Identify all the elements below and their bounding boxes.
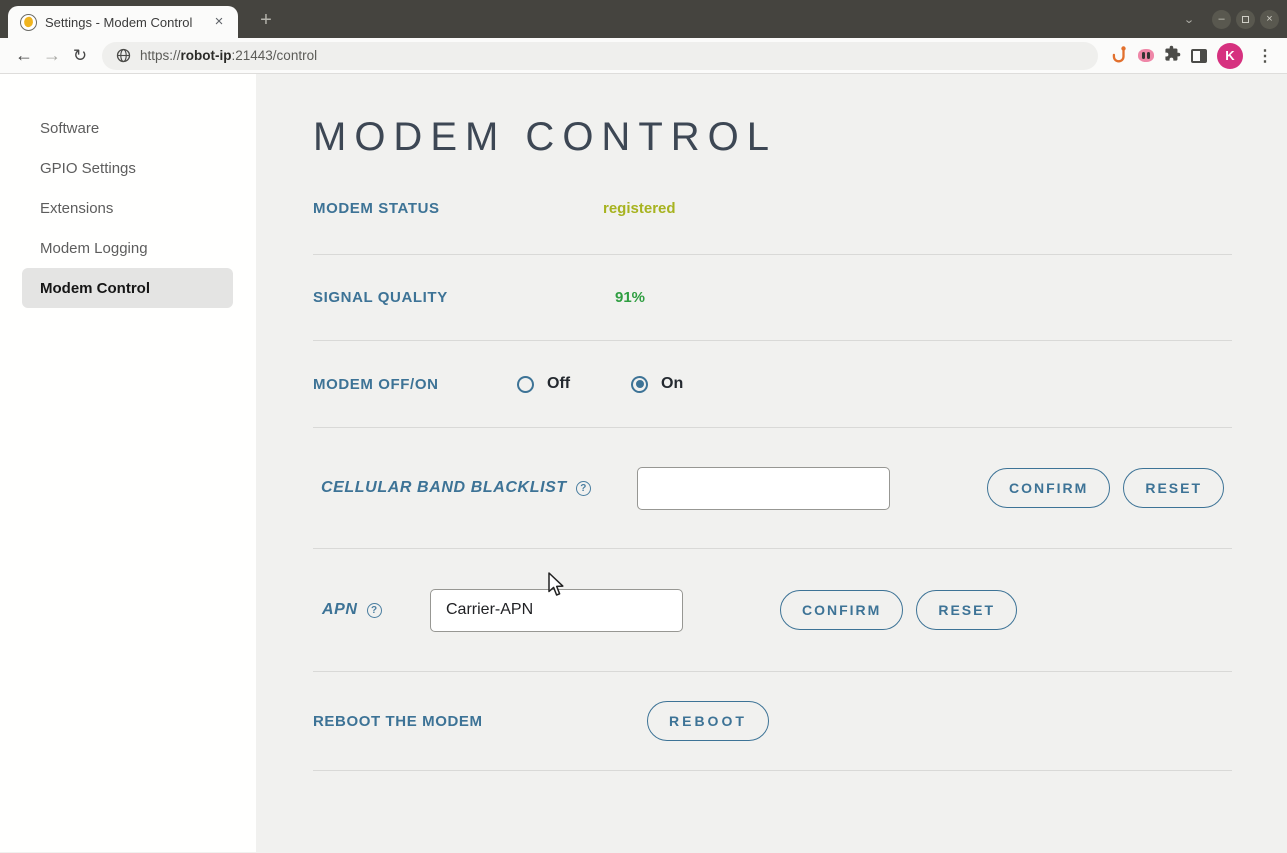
radio-off-label[interactable]: Off [547, 375, 571, 392]
sidebar-item-modem-logging[interactable]: Modem Logging [40, 239, 148, 257]
blacklist-reset-button[interactable]: RESET [1123, 468, 1225, 508]
modem-power-row: MODEM OFF/ON Off On [313, 341, 1232, 428]
maximize-icon [1242, 15, 1249, 23]
cellular-band-blacklist-label: CELLULAR BAND BLACKLIST [321, 479, 567, 496]
reboot-row: REBOOT THE MODEM REBOOT [313, 672, 1232, 771]
radio-on-icon[interactable] [631, 375, 648, 393]
radio-off-icon[interactable] [517, 375, 534, 393]
sidebar-item-gpio-settings[interactable]: GPIO Settings [40, 159, 136, 177]
forward-button: → [43, 45, 61, 65]
url-bar[interactable]: https://robot-ip:21443/control [102, 41, 1098, 70]
sidebar-item-modem-control[interactable]: Modem Control [22, 268, 233, 308]
hook-extension-icon[interactable] [1112, 46, 1128, 65]
sidebar-item-extensions[interactable]: Extensions [40, 199, 114, 217]
sidebar-item-software[interactable]: Software [40, 119, 100, 137]
site-info-globe-icon[interactable] [116, 48, 131, 63]
tab-close-icon[interactable]: × [214, 13, 224, 30]
reboot-label: REBOOT THE MODEM [313, 712, 483, 730]
blacklist-help-icon[interactable]: ? [575, 480, 591, 496]
settings-sidebar: Software GPIO Settings Extensions Modem … [0, 74, 256, 852]
profile-avatar[interactable]: K [1217, 42, 1243, 69]
browser-menu-kebab-icon[interactable]: ⋮ [1257, 47, 1273, 65]
window-maximize-button[interactable] [1236, 9, 1255, 29]
browser-toolbar: ← → ↻ https://robot-ip:21443/control K ⋮ [0, 38, 1287, 74]
radio-option-off[interactable]: Off [517, 375, 631, 393]
tab-search-chevron-icon[interactable]: ⌄ [1183, 12, 1195, 25]
signal-quality-row: SIGNAL QUALITY 91% [313, 255, 1232, 341]
cellular-band-blacklist-row: CELLULAR BAND BLACKLIST ? CONFIRM RESET [313, 428, 1232, 549]
side-panel-icon[interactable] [1191, 48, 1207, 63]
modem-status-row: MODEM STATUS registered [313, 162, 1232, 255]
extensions-puzzle-icon[interactable] [1164, 45, 1181, 67]
apn-row: APN ? CONFIRM RESET [313, 549, 1232, 672]
reload-button[interactable]: ↻ [72, 45, 88, 65]
apn-confirm-button[interactable]: CONFIRM [780, 590, 904, 630]
modem-control-page: MODEM CONTROL MODEM STATUS registered SI… [256, 74, 1287, 852]
tab-favicon-icon [20, 13, 37, 31]
modem-power-label: MODEM OFF/ON [313, 375, 439, 393]
reboot-button[interactable]: REBOOT [647, 701, 769, 741]
apn-label: APN [322, 601, 358, 618]
new-tab-button[interactable]: + [260, 9, 272, 31]
tab-strip: Settings - Modem Control × + ⌄ – × [0, 0, 1287, 38]
url-text[interactable]: https://robot-ip:21443/control [140, 48, 318, 63]
apn-help-icon[interactable]: ? [366, 602, 382, 618]
signal-quality-label: SIGNAL QUALITY [313, 289, 448, 306]
page-title: MODEM CONTROL [313, 115, 777, 159]
apn-reset-button[interactable]: RESET [916, 590, 1018, 630]
radio-on-label[interactable]: On [661, 375, 684, 392]
tab-title: Settings - Modem Control [45, 14, 193, 30]
apn-input[interactable] [430, 588, 683, 632]
blacklist-confirm-button[interactable]: CONFIRM [987, 468, 1111, 508]
back-button[interactable]: ← [15, 45, 33, 65]
browser-tab[interactable]: Settings - Modem Control × [8, 6, 238, 38]
blacklist-input[interactable] [637, 466, 890, 510]
window-minimize-button[interactable]: – [1212, 9, 1231, 29]
signal-quality-value: 91% [615, 289, 646, 306]
pink-extension-icon[interactable] [1138, 49, 1154, 62]
radio-option-on[interactable]: On [631, 375, 745, 393]
modem-status-label: MODEM STATUS [313, 199, 440, 217]
window-close-button[interactable]: × [1260, 9, 1279, 29]
modem-status-value: registered [603, 199, 676, 217]
